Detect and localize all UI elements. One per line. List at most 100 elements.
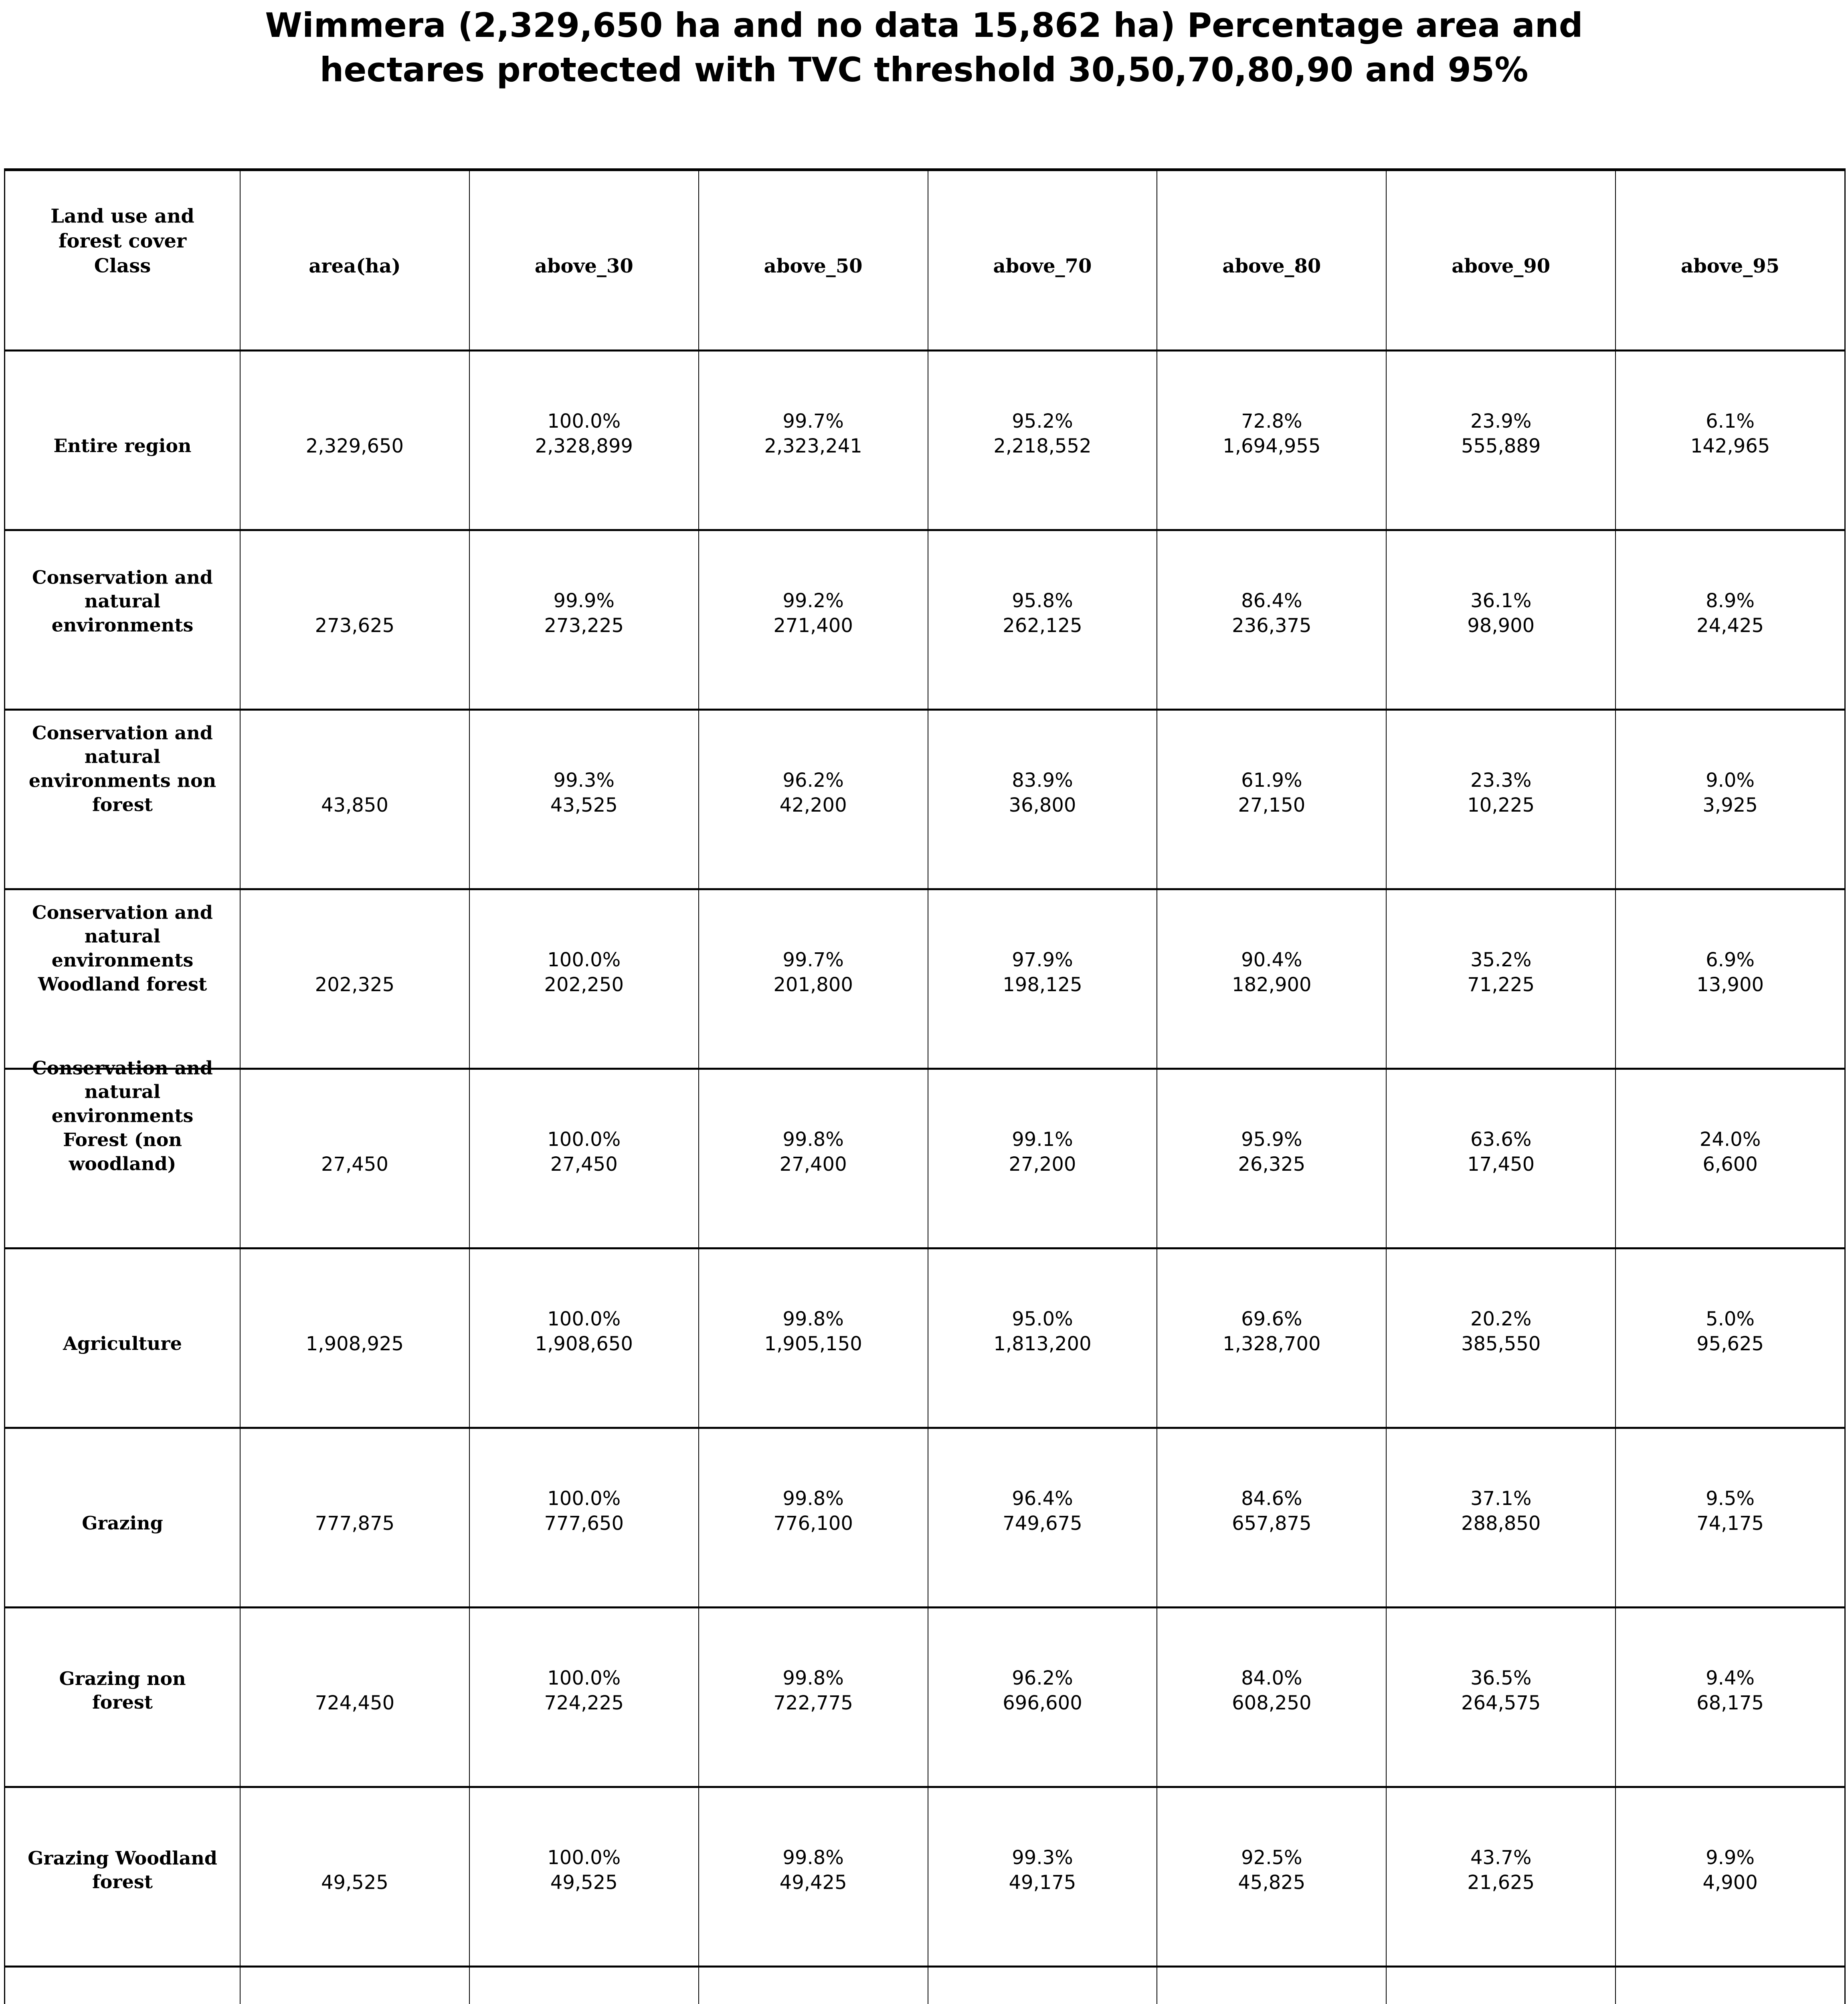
threshold-cell-0: 100.0% 724,225 [469,1608,698,1786]
hectares-value: 264,575 [1461,1691,1541,1714]
class-label: Grazing [82,1512,163,1534]
percent-value: 86.4% [1241,589,1302,612]
hectares-value: 3,925 [1702,794,1758,816]
percent-value: 84.6% [1241,1487,1302,1510]
percent-value: 43.7% [1470,1846,1532,1869]
area-cell: 273,625 [240,531,469,709]
threshold-cell-1: 99.8% 27,400 [698,1070,928,1247]
threshold-cell-3: 84.6% 657,875 [1157,1429,1386,1606]
percent-value: 100.0% [547,948,621,971]
threshold-values: 96.2% 696,600 [931,1665,1154,1715]
hectares-value: 2,323,241 [764,434,862,457]
hectares-value: 724,225 [544,1691,624,1714]
header-cell-label: above_70 [993,255,1092,277]
threshold-values: 9.4% 68,175 [1618,1665,1842,1715]
header-cell-4: above_70 [927,171,1157,349]
threshold-values: 99.9% 273,225 [472,588,696,638]
percent-value: 99.7% [782,410,844,432]
threshold-values: 5.0% 95,625 [1618,1306,1842,1356]
class-label: Conservation and natural environments Fo… [32,1057,213,1175]
hectares-value: 27,450 [550,1153,618,1176]
threshold-cell-3: 84.0% 608,250 [1157,1608,1386,1786]
percent-value: 69.6% [1241,1307,1302,1330]
threshold-cell-2: 94.0%1,058,250 [927,1968,1157,2004]
table-row-0: Entire region 2,329,650 100.0% 2,328,899 99.… [5,349,1844,529]
hectares-value: 142,965 [1690,434,1770,457]
threshold-values: 100.0% 27,450 [472,1127,696,1177]
class-cell: Conservation and natural environments Wo… [5,890,240,1068]
area-value: 27,450 [321,1153,388,1176]
area-value: 273,625 [315,614,395,637]
percent-value: 5.0% [1706,1307,1755,1330]
hectares-value: 27,150 [1238,794,1306,816]
threshold-cell-5: 9.0% 3,925 [1615,711,1844,888]
percent-value: 9.9% [1706,1846,1755,1869]
percent-value: 6.1% [1706,410,1755,432]
threshold-cell-2: 96.4% 749,675 [927,1429,1157,1606]
hectares-value: 657,875 [1232,1512,1312,1535]
table-row-8: Grazing Woodland forest 49,525 100.0% 49,52… [5,1786,1844,1966]
threshold-values: 97.9% 198,125 [931,947,1154,997]
threshold-cell-2: 99.1% 27,200 [927,1070,1157,1247]
threshold-cell-5: 6.1% 142,965 [1615,352,1844,529]
percent-value: 96.4% [1012,1487,1073,1510]
area-cell: 1,908,925 [240,1249,469,1427]
table-row-9: Cropping1,125,775100.0%1,125,72599.8%1,1… [5,1966,1844,2004]
threshold-values: 99.8% 1,905,150 [702,1306,925,1356]
threshold-cell-0: 100.0% 777,650 [469,1429,698,1606]
header-cell-label: above_50 [764,255,863,277]
threshold-values: 95.2% 2,218,552 [931,408,1154,459]
threshold-cell-1: 99.8% 1,905,150 [698,1249,928,1427]
threshold-cell-5: 9.4% 68,175 [1615,1608,1844,1786]
hectares-value: 49,425 [779,1871,847,1894]
table-row-6: Grazing 777,875 100.0% 777,650 99.8% 776,100 9… [5,1427,1844,1606]
threshold-cell-4: 8.4%94,225 [1386,1968,1615,2004]
area-value: 49,525 [321,1871,388,1894]
threshold-values: 9.5% 74,175 [1618,1486,1842,1536]
percent-value: 72.8% [1241,410,1302,432]
threshold-cell-3: 86.4% 236,375 [1157,531,1386,709]
threshold-cell-4: 20.2% 385,550 [1386,1249,1615,1427]
header-cell-label: area(ha) [309,255,401,277]
header-cell-label: above_30 [534,255,633,277]
hectares-value: 777,650 [544,1512,624,1535]
hectares-value: 49,175 [1009,1871,1076,1894]
threshold-cell-2: 95.8% 262,125 [927,531,1157,709]
header-cell-label: above_80 [1222,255,1321,277]
class-cell: Conservation and natural environments [5,531,240,709]
percent-value: 90.4% [1241,948,1302,971]
threshold-cell-3: 59.2%666,025 [1157,1968,1386,2004]
percent-value: 100.0% [547,410,621,432]
percent-value: 99.8% [782,1128,844,1151]
percent-value: 35.2% [1470,948,1532,971]
threshold-values: 99.3% 43,525 [472,768,696,818]
table-row-7: Grazing non forest 724,450 100.0% 724,225 99… [5,1606,1844,1786]
threshold-values: 99.8% 27,400 [702,1127,925,1177]
threshold-values: 100.0% 777,650 [472,1486,696,1536]
hectares-value: 696,600 [1003,1691,1082,1714]
percent-value: 99.3% [553,769,615,792]
threshold-values: 9.0% 3,925 [1618,768,1842,818]
percent-value: 9.4% [1706,1667,1755,1689]
header-cell-7: above_95 [1615,171,1844,349]
percent-value: 100.0% [547,1128,621,1151]
hectares-value: 42,200 [779,794,847,816]
percent-value: 95.0% [1012,1307,1073,1330]
hectares-value: 10,225 [1467,794,1535,816]
hectares-value: 2,328,899 [535,434,633,457]
area-value: 724,450 [315,1691,395,1714]
threshold-cell-5: 24.0% 6,600 [1615,1070,1844,1247]
threshold-values: 99.2% 271,400 [702,588,925,638]
threshold-cell-0: 100.0% 27,450 [469,1070,698,1247]
percent-value: 36.5% [1470,1667,1532,1689]
header-cell-1: area(ha) [240,171,469,349]
hectares-value: 24,425 [1696,614,1764,637]
header-cell-label: Land use and forest cover Class [51,204,194,277]
table-row-5: Agriculture 1,908,925 100.0% 1,908,650 99.8%… [5,1247,1844,1427]
table-row-1: Conservation and natural environments 273… [5,529,1844,709]
threshold-values: 63.6% 17,450 [1389,1127,1613,1177]
threshold-values: 37.1% 288,850 [1389,1486,1613,1536]
threshold-values: 23.9% 555,889 [1389,408,1613,459]
header-cell-6: above_90 [1386,171,1615,349]
hectares-value: 182,900 [1232,973,1312,996]
